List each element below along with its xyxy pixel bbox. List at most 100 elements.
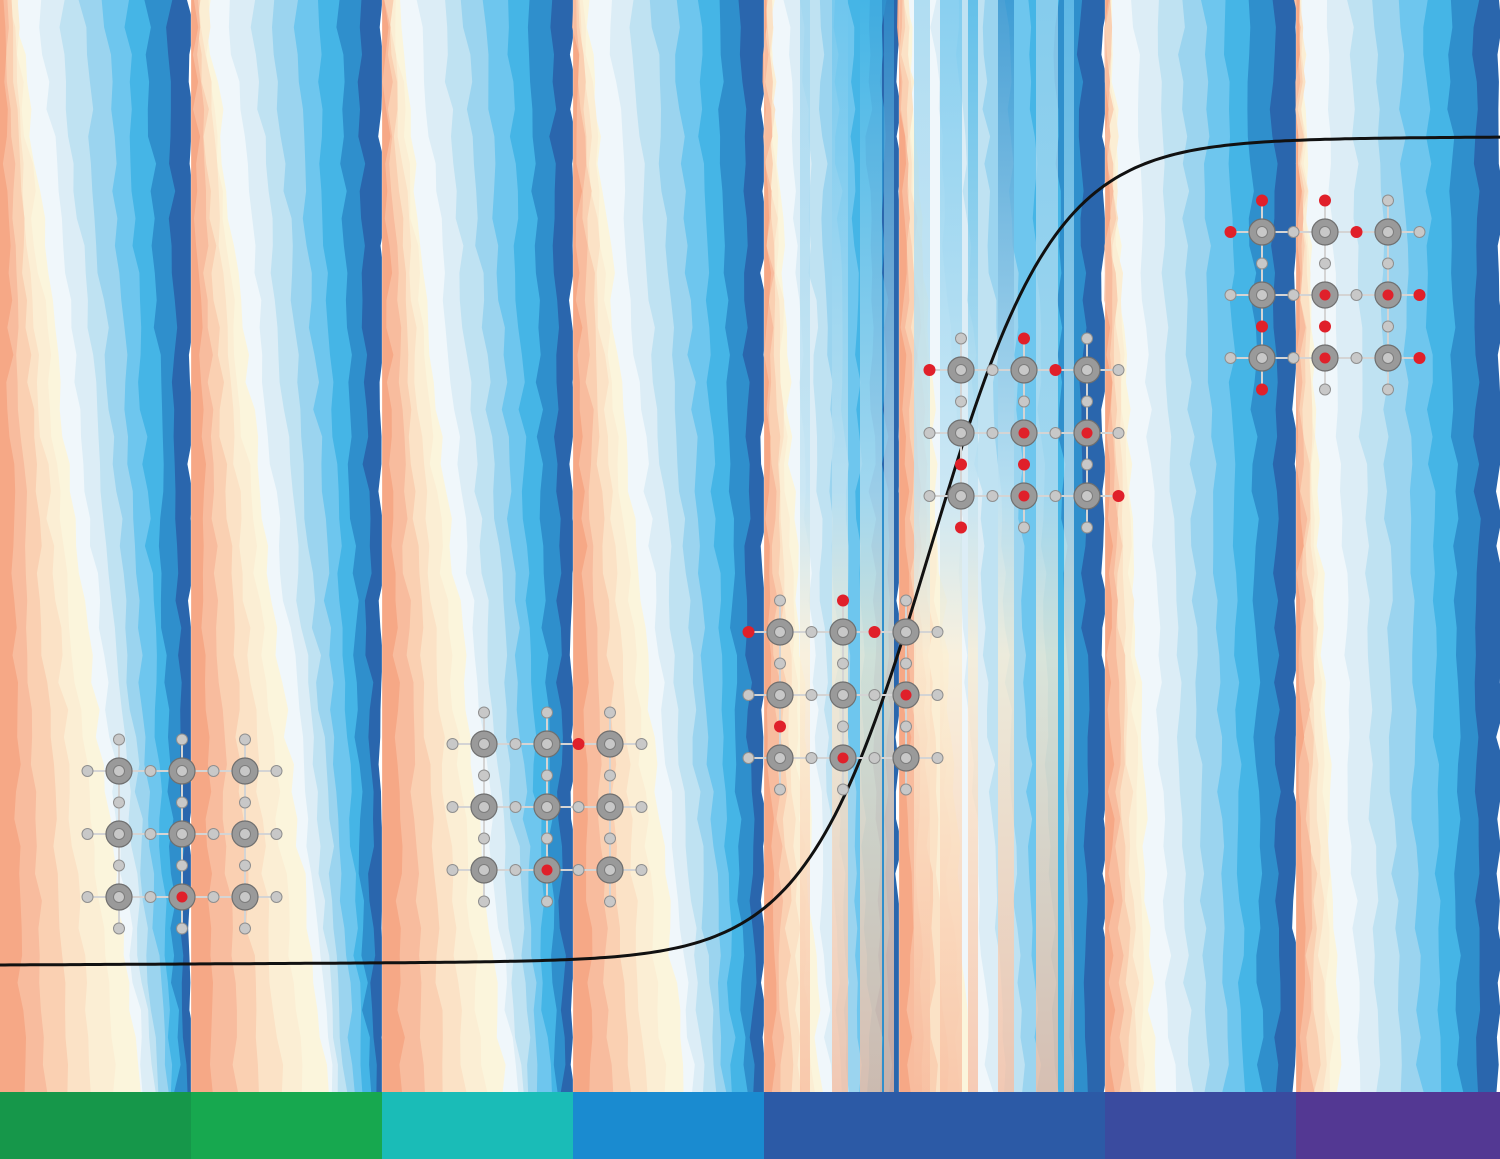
- highlighted-small-atom: [1018, 458, 1030, 471]
- small-atom: [176, 733, 188, 746]
- small-atom: [1382, 320, 1394, 333]
- small-atom: [805, 689, 818, 701]
- atom-core: [478, 864, 490, 876]
- small-atom: [113, 796, 125, 809]
- small-atom: [1350, 289, 1363, 301]
- atom-core: [604, 738, 616, 750]
- small-atom: [572, 801, 585, 813]
- color-band: [191, 0, 213, 1092]
- atom-core: [955, 364, 967, 376]
- small-atom: [805, 626, 818, 638]
- small-atom: [604, 706, 616, 719]
- small-atom: [986, 427, 999, 439]
- atom-core: [113, 765, 125, 777]
- color-bar: [0, 1092, 1500, 1159]
- highlighted-small-atom: [1018, 332, 1030, 345]
- highlighted-small-atom: [742, 626, 755, 638]
- small-atom: [207, 828, 220, 840]
- highlighted-small-atom: [1413, 352, 1426, 364]
- color-band: [0, 0, 26, 1092]
- small-atom: [837, 720, 849, 733]
- atom-core: [604, 864, 616, 876]
- small-atom: [1049, 490, 1062, 502]
- atom-core: [541, 801, 553, 813]
- atom-core: [239, 891, 251, 903]
- small-atom: [604, 832, 616, 845]
- color-bar-segment: [0, 1092, 191, 1159]
- small-atom: [923, 427, 936, 439]
- small-atom: [1224, 289, 1237, 301]
- small-atom: [868, 752, 881, 764]
- small-atom: [478, 895, 490, 908]
- small-atom: [1287, 352, 1300, 364]
- small-atom: [509, 864, 522, 876]
- highlighted-core: [1382, 289, 1394, 301]
- small-atom: [900, 783, 912, 796]
- small-atom: [931, 626, 944, 638]
- highlighted-small-atom: [868, 626, 881, 638]
- atom-core: [176, 828, 188, 840]
- small-atom: [446, 801, 459, 813]
- small-atom: [509, 801, 522, 813]
- atom-core: [1081, 490, 1093, 502]
- small-atom: [1049, 427, 1062, 439]
- small-atom: [1319, 383, 1331, 396]
- small-atom: [207, 765, 220, 777]
- color-band: [572, 0, 593, 1092]
- small-atom: [1287, 289, 1300, 301]
- atom-core: [1256, 352, 1268, 364]
- atom-core: [900, 752, 912, 764]
- atom-core: [1319, 226, 1331, 238]
- highlighted-core: [1018, 427, 1030, 439]
- small-atom: [1081, 521, 1093, 534]
- atom-core: [774, 626, 786, 638]
- highlighted-core: [900, 689, 912, 701]
- lattice-1: [81, 733, 283, 935]
- small-atom: [635, 864, 648, 876]
- small-atom: [113, 922, 125, 935]
- small-atom: [239, 733, 251, 746]
- atom-core: [900, 626, 912, 638]
- highlighted-core: [1319, 352, 1331, 364]
- highlighted-small-atom: [1256, 383, 1268, 396]
- atom-core: [774, 689, 786, 701]
- highlighted-small-atom: [1256, 320, 1268, 333]
- small-atom: [270, 765, 283, 777]
- highlighted-core: [1081, 427, 1093, 439]
- small-atom: [868, 689, 881, 701]
- highlighted-small-atom: [1256, 194, 1268, 207]
- small-atom: [742, 689, 755, 701]
- highlighted-small-atom: [1049, 364, 1062, 376]
- small-atom: [1350, 352, 1363, 364]
- atom-core: [1382, 352, 1394, 364]
- color-bar-segment: [1296, 1092, 1500, 1159]
- small-atom: [900, 657, 912, 670]
- atom-core: [113, 828, 125, 840]
- atom-core: [1382, 226, 1394, 238]
- sigmoid-curve: [0, 135, 1500, 967]
- transition-stripe: [968, 0, 978, 1092]
- small-atom: [176, 922, 188, 935]
- small-atom: [239, 922, 251, 935]
- lattice-group: [81, 194, 1426, 935]
- highlighted-small-atom: [1319, 194, 1331, 207]
- small-atom: [774, 594, 786, 607]
- small-atom: [446, 738, 459, 750]
- atom-core: [239, 765, 251, 777]
- small-atom: [207, 891, 220, 903]
- small-atom: [1081, 395, 1093, 408]
- lattice-3: [742, 594, 944, 796]
- small-atom: [604, 769, 616, 782]
- small-atom: [955, 332, 967, 345]
- small-atom: [541, 895, 553, 908]
- highlighted-core: [837, 752, 849, 764]
- small-atom: [478, 832, 490, 845]
- small-atom: [113, 733, 125, 746]
- highlighted-small-atom: [1224, 226, 1237, 238]
- highlighted-small-atom: [923, 364, 936, 376]
- highlighted-core: [1018, 490, 1030, 502]
- transition-stripe: [940, 0, 962, 1092]
- small-atom: [176, 796, 188, 809]
- color-bar-segment: [382, 1092, 573, 1159]
- small-atom: [1081, 332, 1093, 345]
